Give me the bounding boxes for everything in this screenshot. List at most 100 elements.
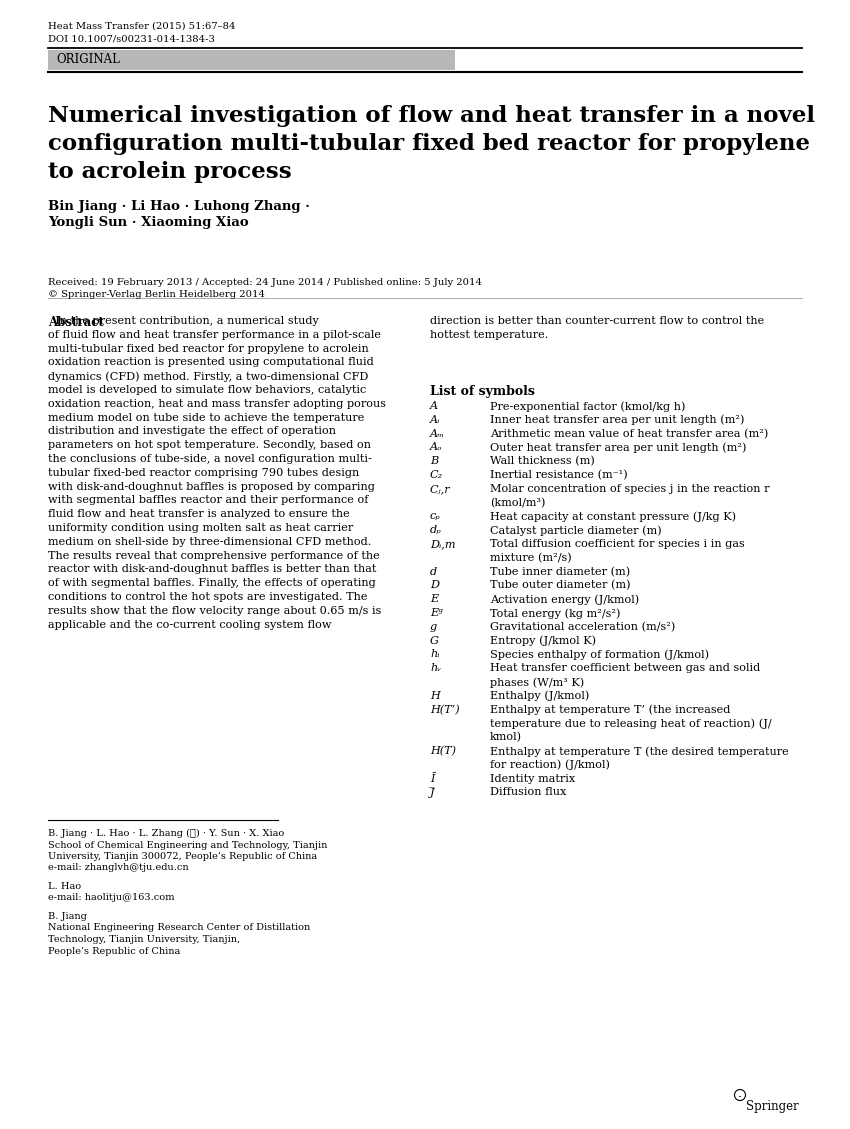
- Text: hᵢ: hᵢ: [430, 649, 439, 659]
- Text: Springer: Springer: [746, 1100, 799, 1113]
- Text: medium on shell-side by three-dimensional CFD method.: medium on shell-side by three-dimensiona…: [48, 536, 371, 546]
- Text: g: g: [430, 622, 437, 632]
- Text: Outer heat transfer area per unit length (m²): Outer heat transfer area per unit length…: [490, 443, 746, 453]
- Text: DOI 10.1007/s00231-014-1384-3: DOI 10.1007/s00231-014-1384-3: [48, 34, 215, 43]
- Text: applicable and the co-current cooling system flow: applicable and the co-current cooling sy…: [48, 620, 332, 630]
- Text: Heat transfer coefficient between gas and solid: Heat transfer coefficient between gas an…: [490, 663, 760, 673]
- Text: e-mail: zhanglvh@tju.edu.cn: e-mail: zhanglvh@tju.edu.cn: [48, 864, 189, 873]
- Text: Tube inner diameter (m): Tube inner diameter (m): [490, 567, 630, 577]
- Text: distribution and investigate the effect of operation: distribution and investigate the effect …: [48, 427, 336, 437]
- Text: Technology, Tianjin University, Tianjin,: Technology, Tianjin University, Tianjin,: [48, 935, 240, 944]
- Text: Abstract: Abstract: [48, 316, 104, 329]
- Text: (kmol/m³): (kmol/m³): [490, 498, 546, 508]
- Text: Inertial resistance (m⁻¹): Inertial resistance (m⁻¹): [490, 470, 628, 480]
- Text: C₂: C₂: [430, 470, 443, 480]
- Text: A: A: [430, 401, 438, 411]
- Text: to acrolein process: to acrolein process: [48, 161, 292, 183]
- Text: oxidation reaction, heat and mass transfer adopting porous: oxidation reaction, heat and mass transf…: [48, 399, 386, 409]
- Text: Wall thickness (m): Wall thickness (m): [490, 456, 595, 466]
- Text: parameters on hot spot temperature. Secondly, based on: parameters on hot spot temperature. Seco…: [48, 440, 371, 450]
- Text: with segmental baffles reactor and their performance of: with segmental baffles reactor and their…: [48, 496, 368, 506]
- Text: Yongli Sun · Xiaoming Xiao: Yongli Sun · Xiaoming Xiao: [48, 216, 248, 229]
- Text: Diffusion flux: Diffusion flux: [490, 787, 566, 797]
- Text: Species enthalpy of formation (J/kmol): Species enthalpy of formation (J/kmol): [490, 649, 709, 660]
- Text: B. Jiang: B. Jiang: [48, 912, 87, 921]
- Text: School of Chemical Engineering and Technology, Tianjin: School of Chemical Engineering and Techn…: [48, 840, 327, 849]
- Text: configuration multi-tubular fixed bed reactor for propylene: configuration multi-tubular fixed bed re…: [48, 133, 810, 155]
- Text: In the present contribution, a numerical study: In the present contribution, a numerical…: [48, 316, 319, 326]
- Text: Enthalpy at temperature T’ (the increased: Enthalpy at temperature T’ (the increase…: [490, 704, 730, 715]
- Text: cₚ: cₚ: [430, 511, 441, 522]
- Text: hᵥ: hᵥ: [430, 663, 441, 673]
- Text: B. Jiang · L. Hao · L. Zhang (✉) · Y. Sun · X. Xiao: B. Jiang · L. Hao · L. Zhang (✉) · Y. Su…: [48, 829, 284, 838]
- Text: Ī: Ī: [430, 773, 434, 784]
- Text: Heat Mass Transfer (2015) 51:67–84: Heat Mass Transfer (2015) 51:67–84: [48, 21, 235, 30]
- Text: Enthalpy (J/kmol): Enthalpy (J/kmol): [490, 691, 589, 701]
- Text: of with segmental baffles. Finally, the effects of operating: of with segmental baffles. Finally, the …: [48, 578, 376, 588]
- Text: Inner heat transfer area per unit length (m²): Inner heat transfer area per unit length…: [490, 414, 745, 426]
- Text: Enthalpy at temperature T (the desired temperature: Enthalpy at temperature T (the desired t…: [490, 746, 789, 756]
- Text: ORIGINAL: ORIGINAL: [56, 53, 120, 65]
- Text: e-mail: haolitju@163.com: e-mail: haolitju@163.com: [48, 893, 174, 902]
- Text: H: H: [430, 691, 439, 701]
- Text: Identity matrix: Identity matrix: [490, 773, 575, 784]
- Text: Aₒ: Aₒ: [430, 443, 443, 453]
- Text: J̅: J̅: [430, 787, 434, 798]
- Text: D: D: [430, 580, 439, 590]
- Text: of fluid flow and heat transfer performance in a pilot-scale: of fluid flow and heat transfer performa…: [48, 330, 381, 340]
- Text: results show that the flow velocity range about 0.65 m/s is: results show that the flow velocity rang…: [48, 606, 382, 615]
- Text: dₚ: dₚ: [430, 525, 442, 535]
- Text: Arithmetic mean value of heat transfer area (m²): Arithmetic mean value of heat transfer a…: [490, 429, 768, 439]
- Text: People’s Republic of China: People’s Republic of China: [48, 946, 180, 955]
- Text: Aᵢ: Aᵢ: [430, 414, 440, 425]
- Text: © Springer-Verlag Berlin Heidelberg 2014: © Springer-Verlag Berlin Heidelberg 2014: [48, 290, 265, 299]
- Text: fluid flow and heat transfer is analyzed to ensure the: fluid flow and heat transfer is analyzed…: [48, 509, 349, 519]
- Text: Cⱼ,r: Cⱼ,r: [430, 484, 451, 493]
- Text: Numerical investigation of flow and heat transfer in a novel: Numerical investigation of flow and heat…: [48, 105, 815, 126]
- Text: for reaction) (J/kmol): for reaction) (J/kmol): [490, 760, 610, 770]
- Text: medium model on tube side to achieve the temperature: medium model on tube side to achieve the…: [48, 412, 365, 422]
- Text: multi-tubular fixed bed reactor for propylene to acrolein: multi-tubular fixed bed reactor for prop…: [48, 343, 369, 353]
- Text: Total diffusion coefficient for species i in gas: Total diffusion coefficient for species …: [490, 539, 745, 549]
- Text: B: B: [430, 456, 439, 466]
- Text: H(T): H(T): [430, 746, 456, 756]
- Text: Received: 19 February 2013 / Accepted: 24 June 2014 / Published online: 5 July 2: Received: 19 February 2013 / Accepted: 2…: [48, 278, 482, 287]
- Text: reactor with disk-and-doughnut baffles is better than that: reactor with disk-and-doughnut baffles i…: [48, 564, 377, 575]
- Text: temperature due to releasing heat of reaction) (J/: temperature due to releasing heat of rea…: [490, 718, 772, 729]
- Text: G: G: [430, 636, 439, 646]
- Text: oxidation reaction is presented using computational fluid: oxidation reaction is presented using co…: [48, 358, 374, 367]
- Text: Tube outer diameter (m): Tube outer diameter (m): [490, 580, 631, 590]
- Text: Heat capacity at constant pressure (J/kg K): Heat capacity at constant pressure (J/kg…: [490, 511, 736, 522]
- Text: d: d: [430, 567, 437, 577]
- Text: Aₘ: Aₘ: [430, 429, 445, 438]
- Text: Pre-exponential factor (kmol/kg h): Pre-exponential factor (kmol/kg h): [490, 401, 685, 412]
- Text: Gravitational acceleration (m/s²): Gravitational acceleration (m/s²): [490, 622, 676, 632]
- Text: Activation energy (J/kmol): Activation energy (J/kmol): [490, 594, 639, 605]
- Text: Catalyst particle diameter (m): Catalyst particle diameter (m): [490, 525, 662, 536]
- Text: Entropy (J/kmol K): Entropy (J/kmol K): [490, 636, 596, 646]
- Text: direction is better than counter-current flow to control the: direction is better than counter-current…: [430, 316, 764, 326]
- Text: the conclusions of tube-side, a novel configuration multi-: the conclusions of tube-side, a novel co…: [48, 454, 371, 464]
- Text: kmol): kmol): [490, 733, 522, 743]
- Text: The results reveal that comprehensive performance of the: The results reveal that comprehensive pe…: [48, 551, 380, 561]
- Text: model is developed to simulate flow behaviors, catalytic: model is developed to simulate flow beha…: [48, 385, 366, 395]
- Text: hottest temperature.: hottest temperature.: [430, 330, 548, 340]
- Text: E: E: [430, 594, 439, 604]
- Text: conditions to control the hot spots are investigated. The: conditions to control the hot spots are …: [48, 592, 367, 602]
- Text: with disk-and-doughnut baffles is proposed by comparing: with disk-and-doughnut baffles is propos…: [48, 482, 375, 491]
- Text: H(T’): H(T’): [430, 704, 460, 715]
- Text: L. Hao: L. Hao: [48, 882, 81, 891]
- Text: Total energy (kg m²/s²): Total energy (kg m²/s²): [490, 609, 620, 619]
- Text: Dᵢ,m: Dᵢ,m: [430, 539, 456, 549]
- Text: dynamics (CFD) method. Firstly, a two-dimensional CFD: dynamics (CFD) method. Firstly, a two-di…: [48, 371, 368, 382]
- Text: mixture (m²/s): mixture (m²/s): [490, 553, 572, 563]
- Text: University, Tianjin 300072, People’s Republic of China: University, Tianjin 300072, People’s Rep…: [48, 852, 317, 861]
- Text: tubular fixed-bed reactor comprising 790 tubes design: tubular fixed-bed reactor comprising 790…: [48, 467, 360, 478]
- Text: phases (W/m³ K): phases (W/m³ K): [490, 677, 584, 688]
- Text: National Engineering Research Center of Distillation: National Engineering Research Center of …: [48, 924, 310, 933]
- Text: Bin Jiang · Li Hao · Luhong Zhang ·: Bin Jiang · Li Hao · Luhong Zhang ·: [48, 200, 310, 213]
- Text: uniformity condition using molten salt as heat carrier: uniformity condition using molten salt a…: [48, 523, 354, 533]
- Bar: [48, 50, 455, 70]
- Text: Eᵍ: Eᵍ: [430, 609, 443, 618]
- Text: List of symbols: List of symbols: [430, 385, 535, 399]
